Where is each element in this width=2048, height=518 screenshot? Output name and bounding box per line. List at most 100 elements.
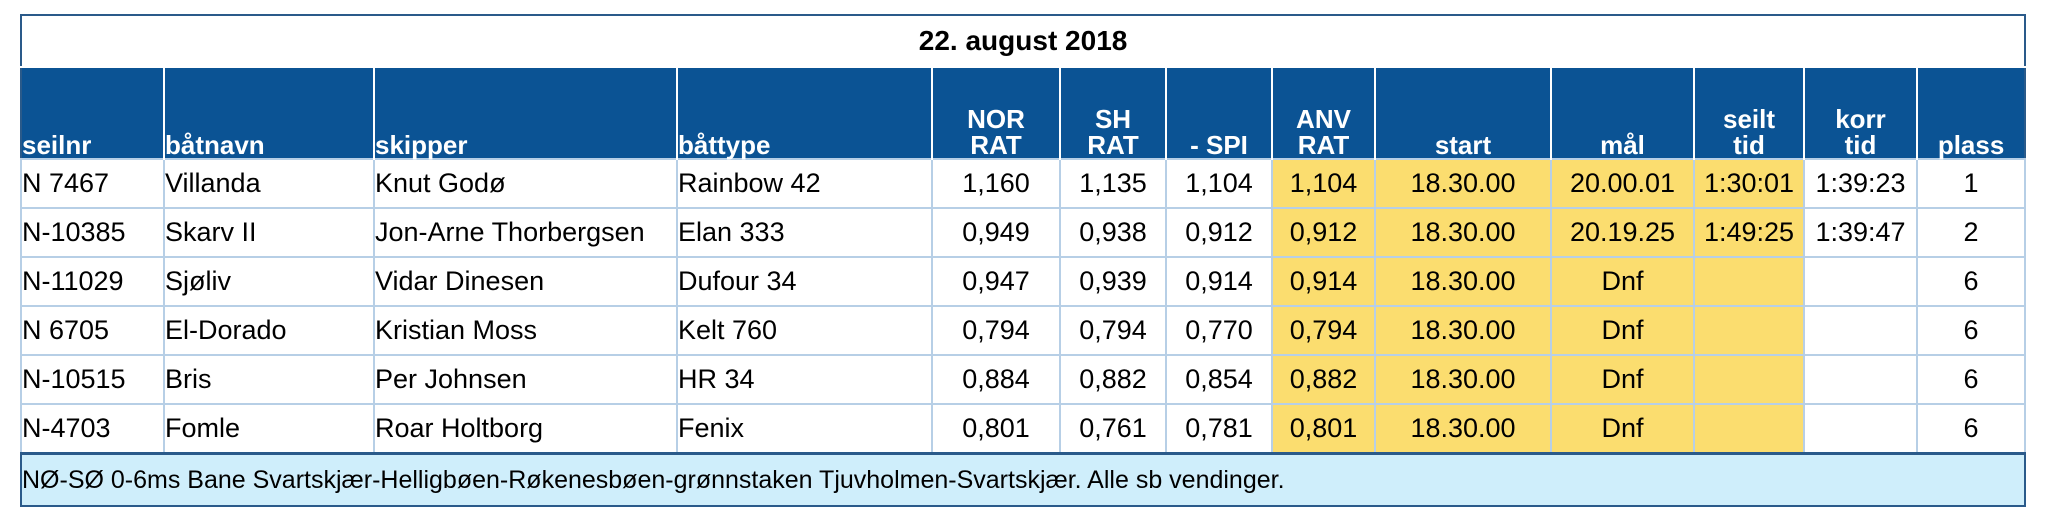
cell-korr-tid <box>1803 403 1918 455</box>
cell-seilnr: N 7467 <box>20 158 165 209</box>
cell-seilnr: N-10385 <box>20 207 165 258</box>
cell-korr-tid <box>1803 256 1918 307</box>
header-anv-rat-line2: RAT <box>1297 130 1350 160</box>
header-start: start <box>1374 66 1551 159</box>
header-seilt-tid-line1: seilt <box>1722 104 1776 134</box>
cell-mal: 20.19.25 <box>1550 207 1695 258</box>
cell-sh-rat: 1,135 <box>1059 158 1167 209</box>
cell-seilt-tid <box>1693 256 1805 307</box>
cell-plass: 6 <box>1915 403 2027 455</box>
cell-anv-rat: 0,912 <box>1271 207 1376 258</box>
cell-battype: HR 34 <box>676 354 933 405</box>
header-sh-rat-line2: RAT <box>1087 130 1139 160</box>
cell-seilnr: N 6705 <box>20 305 165 356</box>
cell-sh-rat: 0,938 <box>1059 207 1167 258</box>
race-conditions-note: NØ-SØ 0-6ms Bane Svartskjær-Helligbøen-R… <box>21 452 2026 506</box>
cell-plass: 6 <box>1915 305 2027 356</box>
cell-anv-rat: 0,914 <box>1271 256 1376 307</box>
cell-seilnr: N-10515 <box>20 354 165 405</box>
cell-plass: 6 <box>1915 256 2027 307</box>
cell-skipper: Per Johnsen <box>373 354 678 405</box>
cell-sh-rat: 0,794 <box>1059 305 1167 356</box>
cell-seilt-tid <box>1693 403 1805 455</box>
header-mal: mål <box>1550 66 1694 159</box>
cell-korr-tid <box>1803 305 1918 356</box>
results-body: N 7467 Villanda Knut Godø Rainbow 42 1,160 1,… <box>20 158 2027 455</box>
header-battype: båttype <box>676 66 932 159</box>
cell-mal: 20.00.01 <box>1550 158 1695 209</box>
cell-anv-rat: 0,882 <box>1271 354 1376 405</box>
cell-sh-rat: 0,882 <box>1059 354 1167 405</box>
cell-battype: Kelt 760 <box>676 305 933 356</box>
header-anv-rat: ANV RAT <box>1271 66 1375 160</box>
cell-nor-rat: 0,794 <box>931 305 1061 356</box>
header-korr-tid: korr tid <box>1803 66 1917 160</box>
header-sh-rat: SH RAT <box>1059 66 1166 160</box>
cell-anv-rat: 1,104 <box>1271 158 1376 209</box>
cell-seilnr: N-4703 <box>20 403 165 455</box>
results-table: 22. august 2018 seilnr båtnavn skipper b… <box>20 14 2027 507</box>
cell-battype: Dufour 34 <box>676 256 933 307</box>
cell-start: 18.30.00 <box>1374 354 1552 405</box>
cell-seilnr: N-11029 <box>20 256 165 307</box>
header-sh-rat-line1: SH <box>1094 104 1132 134</box>
cell-battype: Elan 333 <box>676 207 933 258</box>
cell-batnavn: Skarv II <box>163 207 375 258</box>
header-spi: - SPI <box>1165 66 1272 159</box>
header-nor-rat: NOR RAT <box>931 66 1060 160</box>
cell-start: 18.30.00 <box>1374 158 1552 209</box>
cell-spi: 0,854 <box>1165 354 1273 405</box>
cell-start: 18.30.00 <box>1374 403 1552 455</box>
note-row: NØ-SØ 0-6ms Bane Svartskjær-Helligbøen-R… <box>21 452 2026 506</box>
cell-start: 18.30.00 <box>1374 207 1552 258</box>
cell-skipper: Vidar Dinesen <box>373 256 678 307</box>
header-nor-rat-line2: RAT <box>970 130 1022 160</box>
header-seilnr: seilnr <box>21 66 164 159</box>
cell-spi: 1,104 <box>1165 158 1273 209</box>
header-batnavn: båtnavn <box>163 66 374 159</box>
cell-plass: 2 <box>1915 207 2027 258</box>
cell-mal: Dnf <box>1550 354 1695 405</box>
table-row: N-10385 Skarv II Jon-Arne Thorbergsen Elan … <box>20 207 2027 258</box>
cell-batnavn: El-Dorado <box>163 305 375 356</box>
cell-spi: 0,781 <box>1165 403 1273 455</box>
cell-start: 18.30.00 <box>1374 256 1552 307</box>
cell-mal: Dnf <box>1550 305 1695 356</box>
header-korr-tid-line2: tid <box>1844 130 1877 160</box>
cell-batnavn: Bris <box>163 354 375 405</box>
cell-skipper: Jon-Arne Thorbergsen <box>373 207 678 258</box>
cell-batnavn: Fomle <box>163 403 375 455</box>
cell-plass: 1 <box>1915 158 2027 209</box>
cell-anv-rat: 0,801 <box>1271 403 1376 455</box>
cell-start: 18.30.00 <box>1374 305 1552 356</box>
header-anv-rat-line1: ANV <box>1296 104 1351 134</box>
cell-batnavn: Sjøliv <box>163 256 375 307</box>
cell-seilt-tid: 1:49:25 <box>1693 207 1805 258</box>
cell-skipper: Roar Holtborg <box>373 403 678 455</box>
header-seilt-tid-line2: tid <box>1733 130 1765 160</box>
table-row: N-10515 Bris Per Johnsen HR 34 0,884 0,882 0,8… <box>20 354 2027 405</box>
cell-spi: 0,770 <box>1165 305 1273 356</box>
table-row: N-4703 Fomle Roar Holtborg Fenix 0,801 0,761 0… <box>20 403 2027 455</box>
cell-sh-rat: 0,939 <box>1059 256 1167 307</box>
header-row: seilnr båtnavn skipper båttype NOR RAT SH… <box>21 66 2026 160</box>
race-date-title: 22. august 2018 <box>21 15 2026 67</box>
cell-sh-rat: 0,761 <box>1059 403 1167 455</box>
header-plass: plass <box>1915 66 2026 159</box>
cell-nor-rat: 0,801 <box>931 403 1061 455</box>
cell-battype: Fenix <box>676 403 933 455</box>
table-row: N 6705 El-Dorado Kristian Moss Kelt 760 0,79… <box>20 305 2027 356</box>
cell-battype: Rainbow 42 <box>676 158 933 209</box>
cell-seilt-tid <box>1693 354 1805 405</box>
cell-nor-rat: 1,160 <box>931 158 1061 209</box>
cell-seilt-tid <box>1693 305 1805 356</box>
cell-mal: Dnf <box>1550 256 1695 307</box>
header-seilt-tid: seilt tid <box>1693 66 1804 160</box>
header-nor-rat-line1: NOR <box>967 104 1025 134</box>
table-row: N 7467 Villanda Knut Godø Rainbow 42 1,160 1,… <box>20 158 2027 209</box>
cell-nor-rat: 0,949 <box>931 207 1061 258</box>
header-skipper: skipper <box>373 66 677 159</box>
cell-anv-rat: 0,794 <box>1271 305 1376 356</box>
cell-korr-tid <box>1803 354 1918 405</box>
cell-spi: 0,912 <box>1165 207 1273 258</box>
